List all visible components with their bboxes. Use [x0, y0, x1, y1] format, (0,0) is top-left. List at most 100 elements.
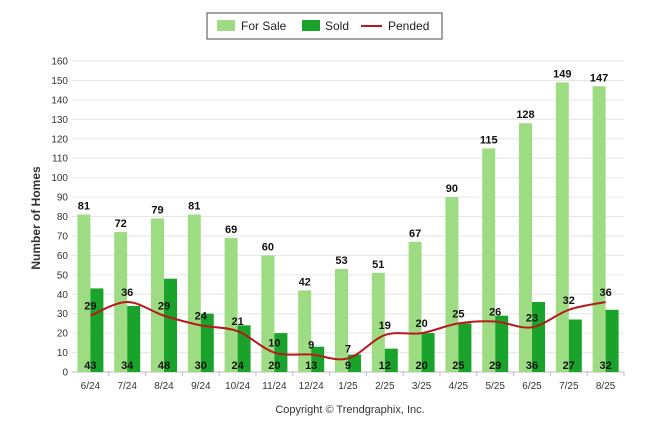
label-pended: 36 — [121, 287, 133, 299]
bar-for-sale — [298, 290, 312, 372]
bar-sold — [605, 309, 619, 372]
y-tick-label: 10 — [57, 348, 69, 359]
label-for-sale: 81 — [188, 201, 200, 213]
bar-for-sale — [77, 214, 91, 372]
bar-for-sale — [592, 86, 606, 373]
bar-sold — [200, 313, 214, 372]
bar-for-sale — [187, 214, 201, 372]
x-tick-label: 3/25 — [412, 381, 432, 392]
label-sold: 9 — [345, 360, 351, 372]
label-pended: 7 — [345, 343, 351, 355]
bar-sold — [348, 354, 361, 372]
label-pended: 23 — [526, 312, 538, 324]
tick-layer: 0 10 20 30 40 50 60 70 80 90 100 110 120 130 140 150 160… — [51, 57, 625, 392]
legend-label-for-sale: For Sale — [241, 19, 287, 33]
bar-for-sale — [519, 123, 532, 372]
label-pended: 19 — [379, 320, 391, 332]
label-sold: 32 — [599, 360, 611, 372]
y-tick-label: 110 — [52, 154, 68, 165]
label-for-sale: 60 — [262, 241, 274, 253]
x-tick-label: 7/25 — [559, 381, 579, 392]
label-sold: 29 — [489, 360, 501, 372]
label-pended: 24 — [195, 310, 208, 322]
label-for-sale: 79 — [151, 204, 163, 216]
label-for-sale: 147 — [590, 72, 608, 84]
bar-for-sale — [482, 148, 496, 372]
label-pended: 21 — [231, 316, 243, 328]
x-tick-label: 11/24 — [262, 381, 287, 392]
label-pended: 26 — [489, 306, 501, 318]
bar-sold — [458, 323, 472, 372]
x-tick-label: 2/25 — [375, 381, 395, 392]
y-tick-label: 160 — [51, 57, 68, 68]
label-for-sale: 90 — [446, 183, 458, 195]
y-tick-label: 70 — [57, 231, 69, 242]
y-tick-label: 40 — [57, 290, 69, 301]
bar-for-sale — [408, 241, 422, 372]
label-for-sale: 149 — [553, 68, 571, 80]
label-sold: 13 — [305, 360, 317, 372]
label-sold: 27 — [563, 360, 575, 372]
label-for-sale: 67 — [409, 228, 421, 240]
bar-sold — [568, 319, 582, 372]
label-pended: 36 — [599, 287, 611, 299]
label-pended: 29 — [158, 301, 170, 313]
y-tick-label: 60 — [57, 251, 69, 262]
label-sold: 24 — [231, 360, 244, 372]
bar-sold — [274, 333, 288, 372]
y-tick-label: 50 — [57, 270, 69, 281]
y-tick-label: 150 — [51, 76, 68, 87]
label-sold: 43 — [84, 360, 96, 372]
bar-sold — [311, 346, 325, 372]
label-sold: 25 — [452, 360, 464, 372]
x-tick-label: 9/24 — [191, 381, 211, 392]
x-tick-label: 6/24 — [81, 381, 101, 392]
y-tick-label: 30 — [57, 309, 69, 320]
bar-sold — [421, 333, 435, 372]
y-tick-label: 90 — [57, 193, 69, 204]
bar-sold — [164, 278, 177, 372]
label-for-sale: 69 — [225, 224, 237, 236]
label-sold: 36 — [526, 360, 538, 372]
bar-sold — [384, 348, 398, 372]
x-tick-label: 5/25 — [485, 381, 505, 392]
legend: For Sale Sold Pended — [206, 12, 443, 40]
label-pended: 9 — [308, 340, 314, 352]
bar-sold — [127, 305, 141, 372]
x-tick-label: 12/24 — [299, 381, 324, 392]
legend-frame — [206, 12, 443, 40]
x-tick-label: 1/25 — [338, 381, 358, 392]
label-for-sale: 128 — [516, 109, 534, 121]
label-sold: 34 — [121, 360, 134, 372]
bar-for-sale — [445, 197, 459, 372]
x-tick-label: 10/24 — [225, 381, 250, 392]
x-tick-label: 4/25 — [449, 381, 469, 392]
y-tick-label: 0 — [62, 368, 68, 379]
label-sold: 20 — [268, 360, 280, 372]
bar-for-sale — [335, 268, 348, 372]
bar-sold — [532, 302, 545, 372]
x-tick-label: 6/25 — [522, 381, 542, 392]
label-sold: 30 — [195, 360, 207, 372]
line-pended — [90, 301, 606, 361]
y-tick-label: 100 — [51, 173, 68, 184]
legend-swatch-sold — [302, 20, 320, 31]
label-for-sale: 72 — [115, 218, 127, 230]
label-sold: 20 — [415, 360, 427, 372]
label-pended: 29 — [84, 301, 96, 313]
y-tick-label: 120 — [51, 134, 68, 145]
y-tick-label: 20 — [57, 329, 69, 340]
bar-for-sale — [261, 255, 275, 372]
y-tick-label: 80 — [57, 212, 69, 223]
bar-for-sale — [224, 237, 238, 372]
label-for-sale: 42 — [299, 276, 311, 288]
x-tick-label: 8/25 — [596, 381, 616, 392]
y-tick-label: 140 — [51, 95, 68, 106]
bar-for-sale — [555, 82, 569, 372]
legend-label-pended: Pended — [388, 19, 429, 33]
bar-sold — [495, 315, 509, 372]
label-for-sale: 115 — [480, 134, 498, 146]
bar-for-sale — [151, 218, 164, 372]
